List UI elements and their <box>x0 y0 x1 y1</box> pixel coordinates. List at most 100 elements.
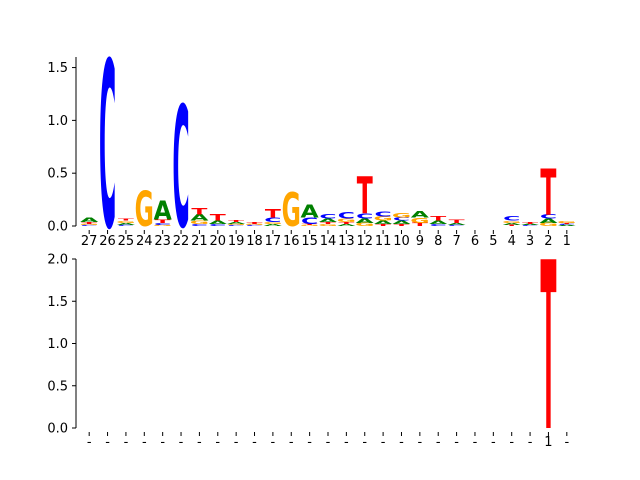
x-tick-label: - <box>436 435 441 450</box>
logo-glyph-c: C <box>430 223 447 226</box>
logo-glyph-c: C <box>154 222 171 225</box>
bottom-logo-panel: 0.00.51.01.52.0- - - - - - - - - - - - - - - - - - - - - - - - -… <box>47 213 569 480</box>
logo-glyph-c: C <box>393 217 410 222</box>
logo-glyph-a: A <box>80 217 99 224</box>
logo-glyph-t: T <box>522 221 539 224</box>
y-tick-label: 2.0 <box>47 253 68 268</box>
x-tick-label: 26 <box>99 234 116 249</box>
logo-glyph-a: A <box>539 218 558 225</box>
logo-glyph-t: T <box>338 221 355 224</box>
x-tick-label: 1 <box>544 435 552 450</box>
x-tick-label: - <box>344 435 349 450</box>
logo-glyph-c: C <box>521 225 538 227</box>
logo-glyph-t: T <box>247 221 264 224</box>
logo-glyph-t: T <box>302 224 319 226</box>
x-tick-label: 14 <box>320 234 337 249</box>
y-tick-label: 1.5 <box>47 295 68 310</box>
logo-glyph-a: A <box>227 221 245 224</box>
x-tick-label: - <box>160 435 165 450</box>
logo-glyph-c: C <box>558 224 575 226</box>
x-tick-label: - <box>234 435 239 450</box>
x-tick-label: - <box>362 435 367 450</box>
x-tick-label: 22 <box>173 234 190 249</box>
y-tick-label: 1.0 <box>47 337 68 352</box>
logo-glyph-t: T <box>375 223 392 226</box>
x-tick-label: - <box>87 435 92 450</box>
logo-glyph-g: G <box>355 222 374 227</box>
x-tick-label: 18 <box>246 234 263 249</box>
logo-glyph-c: C <box>209 223 226 226</box>
logo-glyph-c: C <box>356 212 373 220</box>
logo-glyph-t: T <box>504 225 521 227</box>
logo-glyph-g: G <box>410 217 429 225</box>
logo-glyph-g: G <box>539 222 558 227</box>
y-tick-label: 0.0 <box>47 220 68 235</box>
logo-glyph-t: T <box>210 213 226 223</box>
x-tick-label: 23 <box>154 234 171 249</box>
logo-glyph-t: T <box>118 218 135 221</box>
logo-glyph-g: G <box>135 182 154 238</box>
logo-glyph-t: T <box>449 219 466 224</box>
x-tick-label: - <box>197 435 202 450</box>
x-tick-label: - <box>105 435 110 450</box>
x-tick-label: 24 <box>136 234 153 249</box>
x-tick-label: - <box>179 435 184 450</box>
x-tick-label: - <box>252 435 257 450</box>
logo-glyph-t: T <box>412 222 429 227</box>
logo-glyph-a: A <box>117 222 135 225</box>
logo-glyph-a: A <box>392 220 410 225</box>
logo-glyph-a: A <box>209 220 227 225</box>
x-tick-label: 1 <box>563 234 571 249</box>
x-tick-label: 7 <box>452 234 460 249</box>
x-tick-label: 3 <box>526 234 534 249</box>
logo-glyph-t: T <box>81 221 98 224</box>
x-tick-label: 27 <box>81 234 98 249</box>
logo-glyph-t: T <box>357 167 373 226</box>
x-tick-label: 11 <box>375 234 392 249</box>
logo-glyph-c: C <box>319 214 336 221</box>
logo-glyph-t: T <box>265 208 281 221</box>
logo-glyph-c: C <box>264 217 281 224</box>
logo-glyph-a: A <box>521 224 539 226</box>
logo-glyph-g: G <box>373 216 392 223</box>
logo-glyph-c: C <box>301 217 318 227</box>
logo-glyph-c: C <box>374 210 391 218</box>
x-tick-label: 8 <box>434 234 442 249</box>
logo-glyph-t: T <box>320 221 337 224</box>
logo-glyph-a: A <box>374 220 392 225</box>
x-tick-label: - <box>381 435 386 450</box>
logo-glyph-g: G <box>245 224 264 226</box>
logo-glyph-c: C <box>99 15 116 281</box>
x-tick-label: 12 <box>356 234 373 249</box>
logo-glyph-a: A <box>190 213 209 223</box>
logo-glyph-g: G <box>502 220 521 223</box>
x-tick-label: - <box>215 435 220 450</box>
x-tick-label: - <box>564 435 569 450</box>
y-tick-label: 1.5 <box>47 61 68 76</box>
x-tick-label: 17 <box>265 234 282 249</box>
x-tick-label: - <box>271 435 276 450</box>
logo-glyph-c: C <box>172 73 189 266</box>
logo-glyph-g: G <box>337 218 356 223</box>
logo-glyph-g: G <box>153 225 172 227</box>
x-tick-label: 13 <box>338 234 355 249</box>
x-tick-label: - <box>473 435 478 450</box>
logo-glyph-a: A <box>337 223 355 226</box>
logo-glyph-t: T <box>191 207 207 217</box>
logo-glyph-c: C <box>228 225 245 227</box>
logo-glyph-t: T <box>430 216 446 223</box>
logo-glyph-g: G <box>190 220 209 225</box>
x-tick-label: - <box>289 435 294 450</box>
logo-glyph-c: C <box>191 223 208 226</box>
logo-glyph-t: T <box>540 156 556 230</box>
logo-glyph-c: C <box>81 225 98 227</box>
y-tick-label: 1.0 <box>47 114 68 129</box>
logo-glyph-c: C <box>540 214 557 221</box>
logo-glyph-a: A <box>319 218 337 223</box>
x-tick-label: 19 <box>228 234 245 249</box>
logo-glyph-a: A <box>154 195 173 225</box>
x-tick-label: 2 <box>544 234 552 249</box>
logo-glyph-a: A <box>429 220 447 225</box>
